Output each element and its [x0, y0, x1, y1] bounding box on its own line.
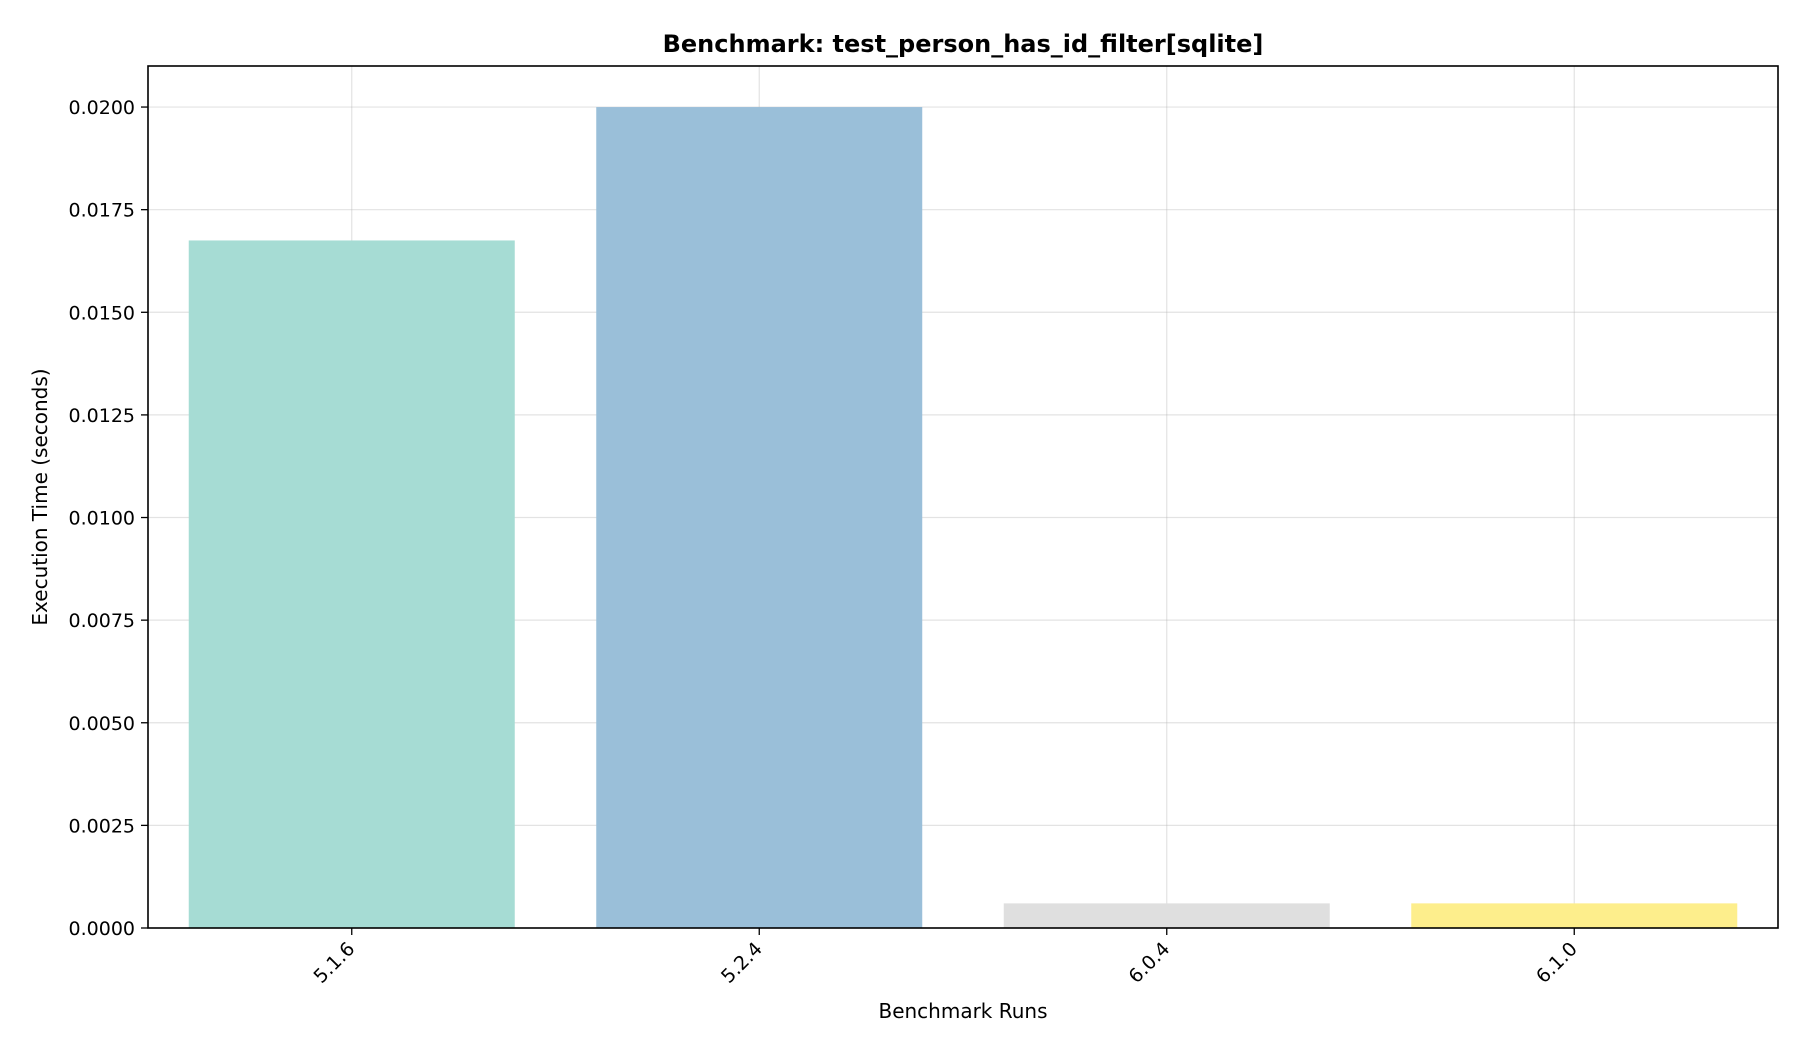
x-tick-label: 5.2.4 — [717, 938, 767, 988]
y-tick-label: 0.0125 — [69, 405, 135, 427]
bar-5.2.4 — [596, 107, 923, 929]
x-axis-label: Benchmark Runs — [878, 999, 1047, 1023]
y-tick-label: 0.0175 — [69, 200, 135, 222]
x-tick-label: 6.1.0 — [1532, 938, 1582, 988]
bars — [188, 107, 1738, 929]
x-axis: 5.1.6 5.2.4 6.0.4 6.1.0 — [310, 928, 1582, 988]
bar-5.1.6 — [188, 240, 515, 928]
bar-6.1.0 — [1411, 903, 1738, 928]
x-tick-label: 5.1.6 — [310, 938, 360, 988]
y-tick-label: 0.0025 — [69, 815, 135, 837]
y-axis-label: Execution Time (seconds) — [28, 368, 52, 625]
y-tick-label: 0.0200 — [69, 97, 135, 119]
y-tick-label: 0.0075 — [69, 610, 135, 632]
y-axis: 0.0000 0.0025 0.0050 0.0075 0.0100 0.0125 0.01… — [69, 97, 148, 940]
bar-6.0.4 — [1003, 903, 1330, 928]
x-tick-label: 6.0.4 — [1125, 938, 1175, 988]
y-tick-label: 0.0150 — [69, 302, 135, 324]
y-tick-label: 0.0100 — [69, 508, 135, 530]
y-tick-label: 0.0000 — [69, 918, 135, 940]
plot-area-frame — [147, 65, 1779, 929]
chart-title: Benchmark: test_person_has_id_filter[sql… — [663, 30, 1264, 58]
y-tick-label: 0.0050 — [69, 713, 135, 735]
